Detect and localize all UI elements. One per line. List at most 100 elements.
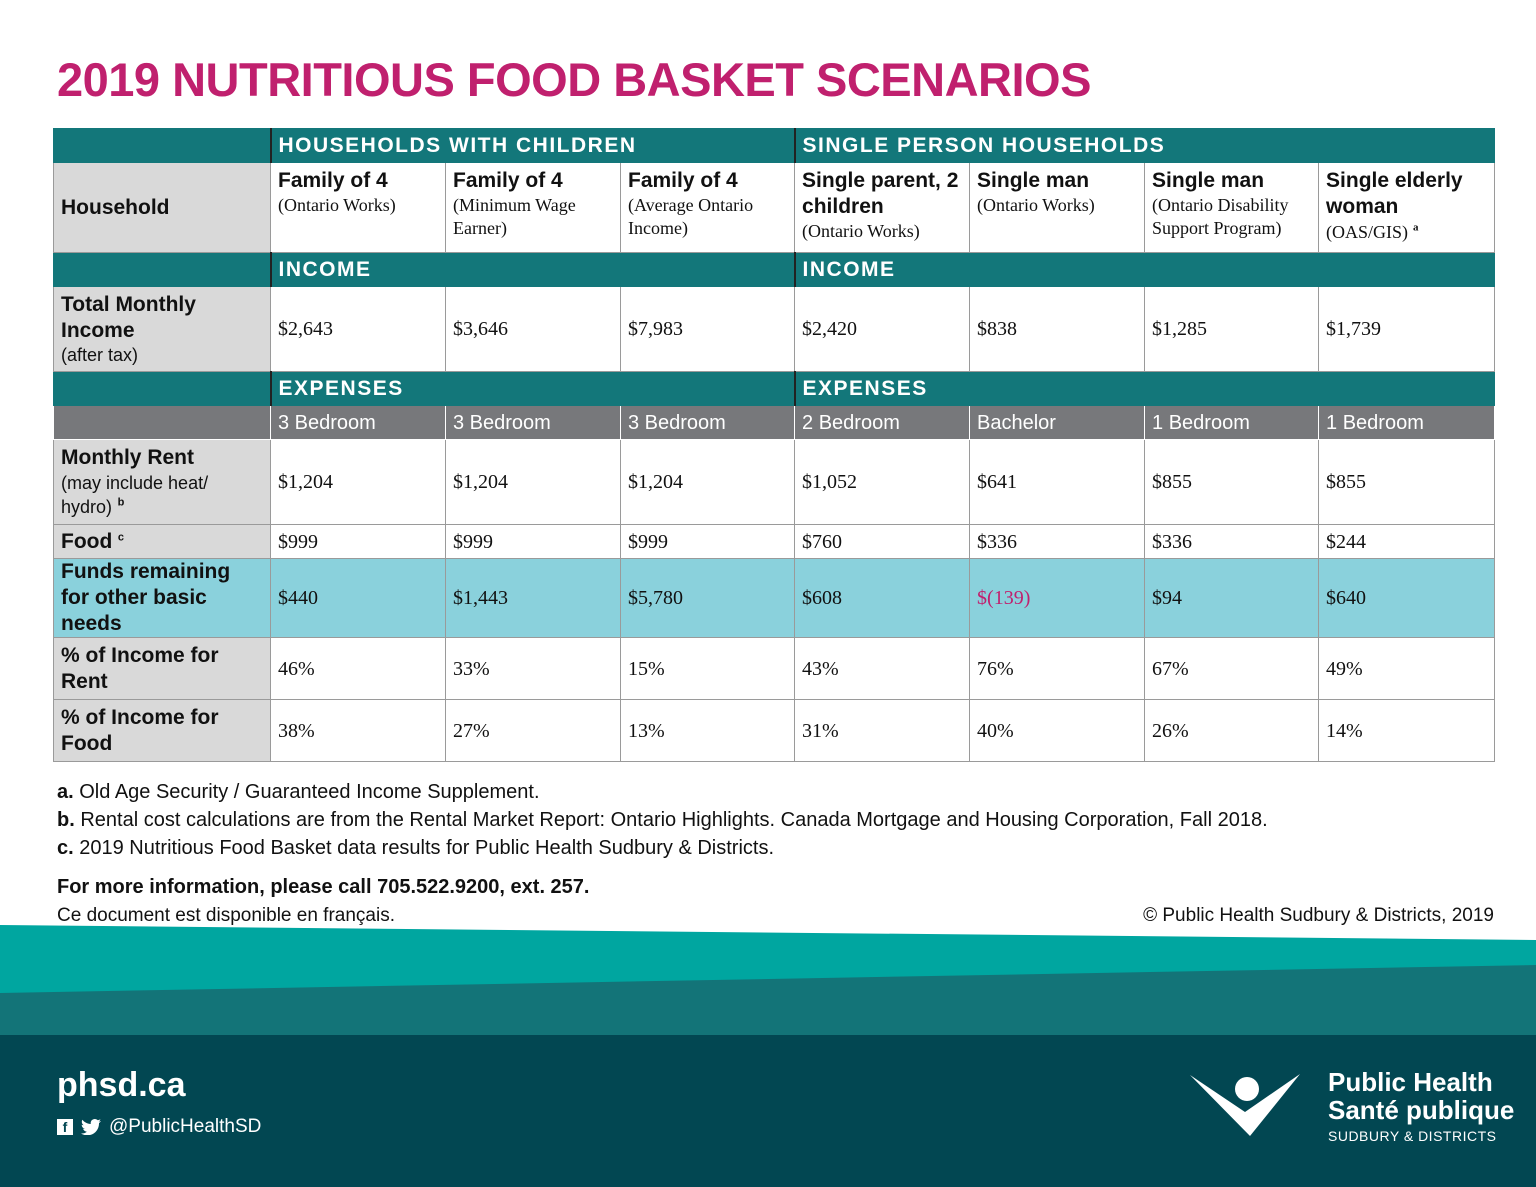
bedroom-type: 1 Bedroom [1318, 405, 1496, 440]
rent-value: $641 [969, 439, 1146, 525]
label-text: Monthly Rent [61, 446, 194, 469]
rent-percent-value: 33% [445, 637, 621, 700]
rent-percent-value: 46% [270, 637, 446, 700]
household-header: Single man (Ontario Works) [969, 162, 1146, 253]
food-percent-row: % of Income for Food 38% 27% 13% 31% 40% 26% 14… [53, 699, 1496, 762]
funds-row: Funds remaining for other basic needs $44… [53, 558, 1496, 638]
food-percent-value: 38% [270, 699, 446, 762]
household-row: Household Family of 4 (Ontario Works) Famil… [53, 162, 1496, 253]
household-name: Single man [977, 169, 1090, 192]
food-row: Food c $999 $999 $999 $760 $336 $336 $244 [53, 524, 1496, 559]
funds-value: $608 [794, 558, 971, 638]
food-percent-value: 40% [969, 699, 1146, 762]
food-label: Food c [53, 524, 271, 559]
rent-percent-label: % of Income for Rent [53, 637, 271, 700]
label-sub: (after tax) [61, 344, 139, 365]
income-band-children: INCOME [269, 252, 796, 287]
household-header: Single parent, 2 children (Ontario Works) [794, 162, 971, 253]
household-header: Family of 4 (Ontario Works) [270, 162, 446, 253]
group-children: HOUSEHOLDS WITH CHILDREN [269, 128, 796, 163]
income-value: $7,983 [619, 286, 796, 372]
household-name: Single parent, 2 children [802, 169, 959, 218]
footnote-b: b. Rental cost calculations are from the… [57, 809, 1268, 831]
household-header: Family of 4 (Average Ontario Income) [619, 162, 796, 253]
food-percent-value: 14% [1318, 699, 1496, 762]
content-flow: HOUSEHOLDS WITH CHILDREN SINGLE PERSON HO… [53, 128, 1496, 928]
rent-percent-value: 67% [1144, 637, 1320, 700]
income-value: $838 [969, 286, 1146, 372]
bedroom-type: Bachelor [969, 405, 1146, 440]
group-single: SINGLE PERSON HOUSEHOLDS [793, 128, 1496, 163]
rent-percent-value: 43% [794, 637, 971, 700]
household-type: (OAS/GIS) [1326, 222, 1409, 242]
bedroom-type: 2 Bedroom [794, 405, 971, 440]
twitter-icon[interactable] [81, 1119, 101, 1135]
food-percent-value: 13% [619, 699, 796, 762]
footnote-c: c. 2019 Nutritious Food Basket data resu… [57, 837, 775, 859]
label-text: Household [61, 195, 170, 219]
rent-value: $855 [1318, 439, 1496, 525]
income-value: $1,285 [1144, 286, 1320, 372]
footnote-a: a. Old Age Security / Guaranteed Income … [57, 781, 540, 803]
funds-value: $1,443 [445, 558, 621, 638]
funds-value: $5,780 [619, 558, 796, 638]
rent-label: Monthly Rent (may include heat/ hydro) b [53, 439, 271, 525]
funds-value: $440 [270, 558, 446, 638]
income-label: Total Monthly Income (after tax) [53, 286, 271, 372]
rent-percent-value: 15% [619, 637, 796, 700]
footnote-marker: b [117, 496, 125, 509]
household-name: Family of 4 [453, 169, 563, 192]
rent-value: $1,204 [445, 439, 621, 525]
label-text: % of Income for Food [61, 705, 219, 755]
footnote-marker: c [117, 530, 124, 543]
funds-value: $(139) [969, 558, 1146, 638]
footer-background [0, 925, 1536, 1187]
bedroom-blank [53, 405, 271, 440]
food-value: $336 [969, 524, 1146, 559]
income-value: $2,420 [794, 286, 971, 372]
income-value: $1,739 [1318, 286, 1496, 372]
food-percent-value: 31% [794, 699, 971, 762]
income-band: INCOME INCOME [53, 252, 1496, 287]
social-links: f @PublicHealthSD [57, 1116, 261, 1138]
band-blank [53, 371, 271, 406]
group-header-row: HOUSEHOLDS WITH CHILDREN SINGLE PERSON HO… [53, 128, 1496, 163]
food-value: $999 [619, 524, 796, 559]
rent-percent-value: 49% [1318, 637, 1496, 700]
bedroom-type: 1 Bedroom [1144, 405, 1320, 440]
income-value: $3,646 [445, 286, 621, 372]
household-type: (Ontario Disability Support Program) [1152, 195, 1289, 238]
household-label: Household [53, 162, 271, 253]
income-row: Total Monthly Income (after tax) $2,643 $3,… [53, 286, 1496, 372]
food-value: $244 [1318, 524, 1496, 559]
household-name: Single elderly woman [1326, 169, 1463, 218]
food-percent-value: 27% [445, 699, 621, 762]
phsd-logo-text: Public Health Santé publique SUDBURY & D… [1328, 1067, 1515, 1144]
household-name: Family of 4 [628, 169, 738, 192]
household-type: (Ontario Works) [278, 195, 396, 215]
website-link[interactable]: phsd.ca [57, 1066, 186, 1104]
household-header: Family of 4 (Minimum Wage Earner) [445, 162, 621, 253]
bedroom-row: 3 Bedroom 3 Bedroom 3 Bedroom 2 Bedroom Bach… [53, 405, 1496, 440]
footnote-marker: a [1413, 221, 1419, 234]
bottom-line: Ce document est disponible en français. … [57, 904, 1494, 928]
income-value: $2,643 [270, 286, 446, 372]
household-header: Single man (Ontario Disability Support Pr… [1144, 162, 1320, 253]
funds-label: Funds remaining for other basic needs [53, 558, 271, 638]
group-header-blank [53, 128, 271, 163]
phsd-logo-icon [1190, 1074, 1300, 1136]
income-band-single: INCOME [793, 252, 1496, 287]
footnotes: a. Old Age Security / Guaranteed Income … [57, 778, 1494, 862]
food-basket-table: HOUSEHOLDS WITH CHILDREN SINGLE PERSON HO… [53, 128, 1496, 762]
food-value: $760 [794, 524, 971, 559]
rent-value: $1,204 [270, 439, 446, 525]
copyright: © Public Health Sudbury & Districts, 201… [1143, 905, 1494, 926]
bedroom-type: 3 Bedroom [270, 405, 446, 440]
twitter-handle[interactable]: @PublicHealthSD [109, 1116, 262, 1137]
household-name: Family of 4 [278, 169, 388, 192]
facebook-icon[interactable]: f [57, 1119, 73, 1135]
food-value: $336 [1144, 524, 1320, 559]
rent-value: $855 [1144, 439, 1320, 525]
food-percent-value: 26% [1144, 699, 1320, 762]
label-text: Total Monthly Income [61, 292, 196, 342]
